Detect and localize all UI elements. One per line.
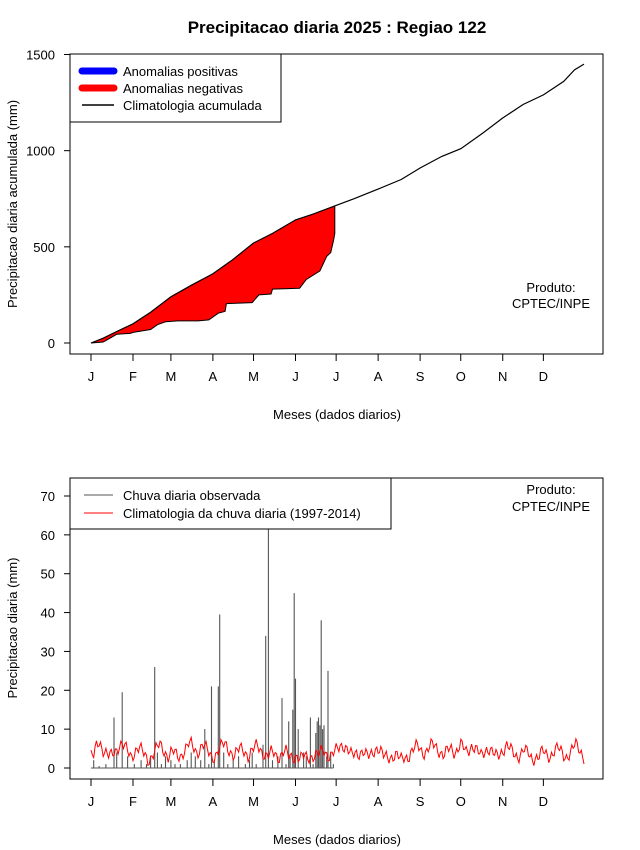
cumulative-y-tick-label: 1000 (26, 144, 55, 159)
daily-y-tick-label: 20 (41, 683, 55, 698)
daily-x-tick-label: J (292, 794, 299, 809)
cumulative-y-axis-label: Precipitacao diaria acumulada (mm) (5, 100, 20, 308)
daily-x-tick-label: M (165, 794, 176, 809)
cumulative-x-tick-label: J (88, 369, 95, 384)
daily-y-tick-label: 0 (48, 761, 55, 776)
observed-cumulative-line (90, 206, 336, 344)
legend-positive-label: Anomalias positivas (123, 64, 238, 79)
daily-x-tick-label: N (498, 794, 507, 809)
daily-x-tick-label: J (333, 794, 340, 809)
daily-x-tick-label: M (248, 794, 259, 809)
figure-title: Precipitacao diaria 2025 : Regiao 122 (188, 18, 487, 37)
cumulative-x-tick-label: J (292, 369, 299, 384)
daily-y-axis-label: Precipitacao diaria (mm) (5, 558, 20, 699)
cumulative-x-axis-label: Meses (dados diarios) (273, 407, 401, 422)
daily-y-tick-label: 40 (41, 606, 55, 621)
daily-y-tick-label: 10 (41, 722, 55, 737)
daily-x-tick-label: A (374, 794, 383, 809)
cumulative-x-tick-label: A (209, 369, 218, 384)
cumulative-product-source: CPTEC/INPE (512, 296, 590, 311)
daily-y-tick-label: 30 (41, 644, 55, 659)
cumulative-y-tick-label: 1500 (26, 48, 55, 63)
cumulative-product-label: Produto: (526, 280, 575, 295)
legend-negative-label: Anomalias negativas (123, 81, 243, 96)
daily-x-tick-label: J (88, 794, 95, 809)
cumulative-x-tick-label: D (539, 369, 548, 384)
daily-x-tick-label: D (539, 794, 548, 809)
cumulative-y-tick-label: 0 (48, 336, 55, 351)
daily-y-tick-label: 70 (41, 489, 55, 504)
daily-y-tick-label: 50 (41, 567, 55, 582)
legend-daily-climatology-label: Climatologia da chuva diaria (1997-2014) (123, 506, 361, 521)
legend-climatology-label: Climatologia acumulada (123, 98, 263, 113)
daily-x-tick-label: S (416, 794, 425, 809)
cumulative-x-tick-label: M (248, 369, 259, 384)
daily-x-tick-label: A (209, 794, 218, 809)
daily-product-label: Produto: (526, 482, 575, 497)
cumulative-legend: Anomalias positivas Anomalias negativas … (69, 53, 282, 123)
legend-observed-label: Chuva diaria observada (123, 488, 261, 503)
cumulative-x-tick-label: F (129, 369, 137, 384)
cumulative-x-tick-label: N (498, 369, 507, 384)
daily-legend: Chuva diaria observada Climatologia da c… (69, 477, 392, 530)
daily-y-tick-label: 60 (41, 528, 55, 543)
daily-x-tick-label: F (129, 794, 137, 809)
cumulative-chart: 0 500 1000 1500 J F M A M J J A S O N D Precipitacao d… (5, 48, 604, 422)
cumulative-x-tick-label: M (165, 369, 176, 384)
daily-product-source: CPTEC/INPE (512, 499, 590, 514)
daily-x-tick-label: O (456, 794, 466, 809)
daily-climatology-line (90, 735, 585, 767)
cumulative-x-tick-label: J (333, 369, 340, 384)
cumulative-x-tick-label: O (456, 369, 466, 384)
daily-legend-box (69, 477, 392, 530)
daily-chart: 0 10 20 30 40 50 60 70 J F M A M J J A S O N D Precipitaca… (5, 477, 604, 847)
cumulative-y-tick-label: 500 (33, 240, 55, 255)
cumulative-x-tick-label: S (416, 369, 425, 384)
climatology-cumulative-line (90, 63, 585, 344)
daily-x-axis-label: Meses (dados diarios) (273, 832, 401, 847)
cumulative-x-tick-label: A (374, 369, 383, 384)
